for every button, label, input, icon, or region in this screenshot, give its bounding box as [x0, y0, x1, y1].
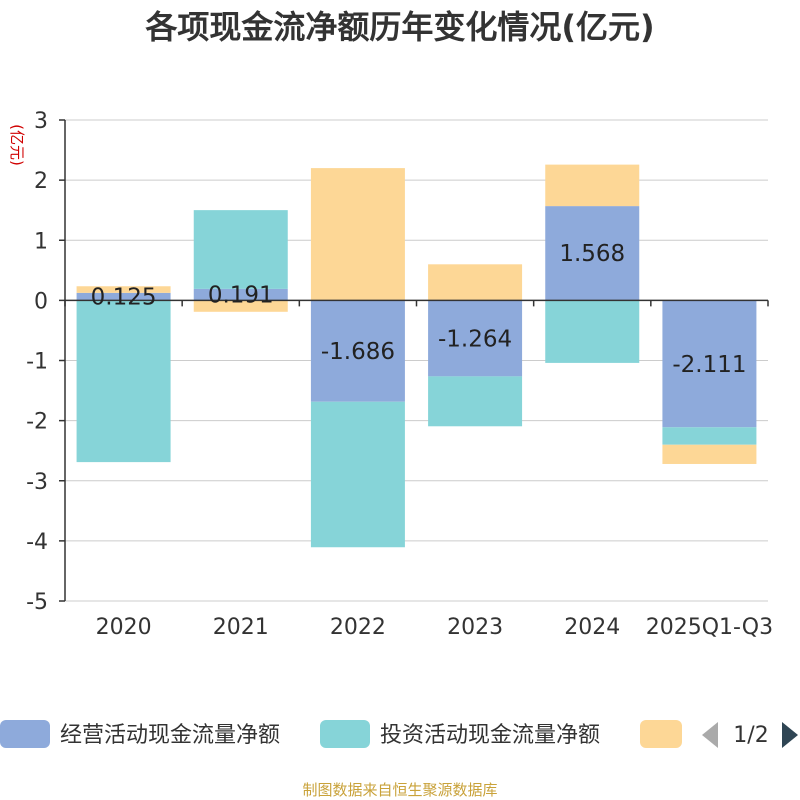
y-tick-label: -2 [26, 410, 48, 435]
y-tick-label: 3 [34, 109, 48, 134]
bar-3-2024[interactable] [545, 164, 640, 207]
y-tick-label: 0 [34, 289, 48, 314]
bar-1-2020[interactable] [76, 292, 171, 301]
y-tick-label: -4 [26, 530, 48, 555]
x-tick-label: 2020 [96, 615, 152, 640]
x-tick-label: 2024 [564, 615, 620, 640]
data-label: -2.111 [672, 352, 746, 378]
data-label: 1.568 [559, 241, 625, 267]
legend-next-page-icon[interactable] [782, 722, 798, 748]
y-tick-label: -3 [26, 470, 48, 495]
x-tick-labels: 2020 2021 2022 2023 2024 2025Q1-Q3 [96, 615, 774, 640]
bar-3-2025Q1-Q3[interactable] [662, 444, 757, 464]
data-label: -1.686 [321, 339, 395, 365]
bar-1-2021[interactable] [193, 288, 288, 301]
bar-2-2023[interactable] [428, 376, 523, 427]
y-tick-label: 2 [34, 169, 48, 194]
legend-swatch-financing[interactable] [640, 720, 682, 748]
chart-title: 各项现金流净额历年变化情况(亿元) [145, 8, 654, 46]
bar-2-2020[interactable] [76, 300, 171, 463]
legend-page-indicator: 1/2 [733, 723, 768, 748]
legend-label-operating[interactable]: 经营活动现金流量净额 [60, 723, 280, 748]
y-axis-unit: (亿元) [8, 124, 26, 166]
y-tick-label: 1 [34, 229, 48, 254]
bar-1-2022[interactable] [310, 300, 405, 402]
bar-2-2024[interactable] [545, 300, 640, 363]
bar-3-2021[interactable] [193, 300, 288, 312]
data-label: 0.125 [91, 285, 157, 311]
axes [59, 119, 769, 602]
bar-3-2020[interactable] [76, 286, 171, 293]
legend: 经营活动现金流量净额 投资活动现金流量净额 1/2 [0, 720, 798, 748]
bar-1-2025Q1-Q3[interactable] [662, 300, 757, 428]
bar-2-2021[interactable] [193, 210, 288, 289]
bar-2-2025Q1-Q3[interactable] [662, 427, 757, 445]
legend-label-investing[interactable]: 投资活动现金流量净额 [380, 723, 600, 748]
legend-prev-page-icon[interactable] [702, 722, 718, 748]
data-label: 0.191 [208, 283, 274, 309]
bar-3-2023[interactable] [428, 264, 523, 301]
bar-2-2022[interactable] [310, 401, 405, 548]
x-tick-label: 2023 [447, 615, 503, 640]
bar-3-2022[interactable] [310, 168, 405, 301]
x-tick-label: 2021 [213, 615, 269, 640]
legend-swatch-investing[interactable] [320, 720, 370, 748]
bar-1-2024[interactable] [545, 206, 640, 301]
data-source-note: 制图数据来自恒生聚源数据库 [302, 781, 497, 799]
x-tick-label: 2025Q1-Q3 [646, 615, 773, 640]
data-label: -1.264 [438, 326, 512, 352]
y-tick-label: -5 [26, 590, 48, 615]
y-tick-labels: 3 2 1 0 -1 -2 -3 -4 -5 [26, 109, 48, 615]
bar-1-2023[interactable] [428, 300, 523, 377]
x-tick-label: 2022 [330, 615, 386, 640]
y-tick-label: -1 [26, 350, 48, 375]
grid-lines [65, 119, 768, 602]
data-labels: 0.125 0.191 -1.686 -1.264 1.568 -2.111 [91, 241, 747, 378]
bars [76, 164, 757, 548]
legend-swatch-operating[interactable] [0, 720, 50, 748]
